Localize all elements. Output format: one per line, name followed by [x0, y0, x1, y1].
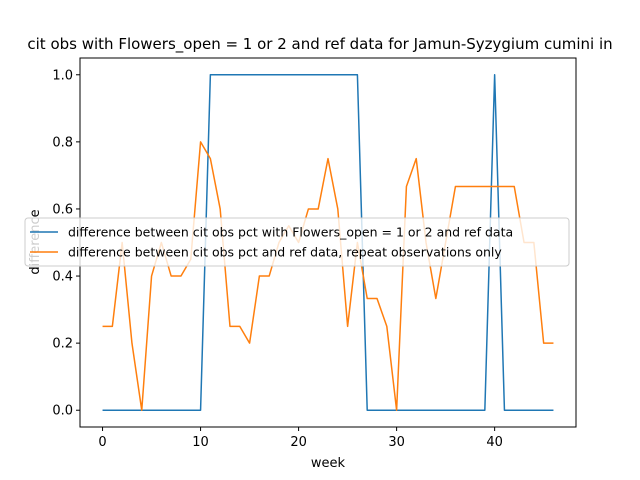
y-tick-label: 0.0 [52, 404, 73, 419]
x-axis: 0 10 20 30 40 [98, 427, 503, 450]
x-tick-label: 0 [98, 435, 106, 450]
series-line-1 [102, 74, 554, 411]
y-tick-label: 1.0 [52, 68, 73, 83]
legend-entry: difference between cit obs pct and ref d… [68, 245, 502, 260]
x-tick-label: 30 [388, 435, 405, 450]
y-axis: 0.0 0.2 0.4 0.6 0.8 1.0 [52, 68, 80, 419]
series-layer [102, 74, 554, 411]
y-tick-label: 0.4 [52, 270, 73, 285]
y-tick-label: 0.8 [52, 135, 73, 150]
chart-title: cit obs with Flowers_open = 1 or 2 and r… [27, 35, 612, 54]
x-tick-label: 40 [486, 435, 503, 450]
x-tick-label: 10 [192, 435, 209, 450]
x-tick-label: 20 [290, 435, 307, 450]
legend-entry: difference between cit obs pct with Flow… [68, 225, 513, 240]
y-tick-label: 0.6 [52, 202, 73, 217]
legend: difference between cit obs pct with Flow… [24, 217, 570, 267]
series-line-2 [102, 141, 554, 411]
y-tick-label: 0.2 [52, 337, 73, 352]
x-axis-label: week [311, 456, 346, 471]
legend-box [24, 217, 570, 267]
